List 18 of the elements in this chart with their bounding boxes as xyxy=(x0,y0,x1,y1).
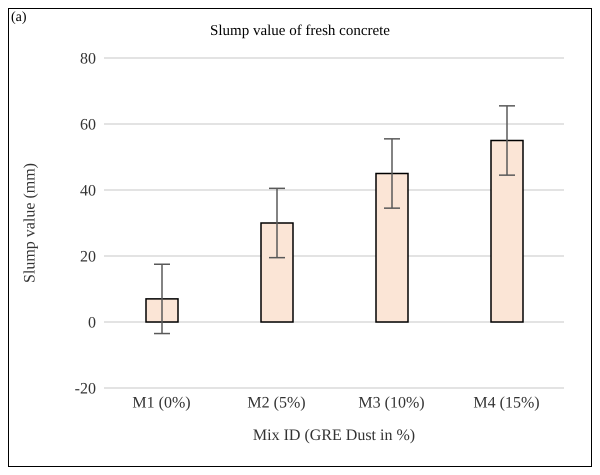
bar xyxy=(145,298,179,323)
y-tick-label: 0 xyxy=(88,314,96,332)
x-tick-label: M2 (5%) xyxy=(247,394,306,412)
y-tick-label: 80 xyxy=(80,50,96,68)
x-axis-title: Mix ID (GRE Dust in %) xyxy=(252,427,416,444)
chart-title: Slump value of fresh concrete xyxy=(210,23,390,39)
x-tick-label: M1 (0%) xyxy=(132,394,191,412)
y-tick-label: -20 xyxy=(74,380,96,398)
x-tick-label: M3 (10%) xyxy=(358,394,425,412)
y-tick-label: 40 xyxy=(80,182,96,200)
y-tick-label: 20 xyxy=(80,248,96,266)
bar xyxy=(375,172,409,323)
x-tick-label: M4 (15%) xyxy=(473,394,540,412)
text: (a) xyxy=(11,10,27,26)
bar xyxy=(260,222,294,323)
y-tick-label: 60 xyxy=(80,116,96,134)
y-axis-title: Slump value (mm) xyxy=(22,163,39,283)
bar xyxy=(490,140,524,323)
